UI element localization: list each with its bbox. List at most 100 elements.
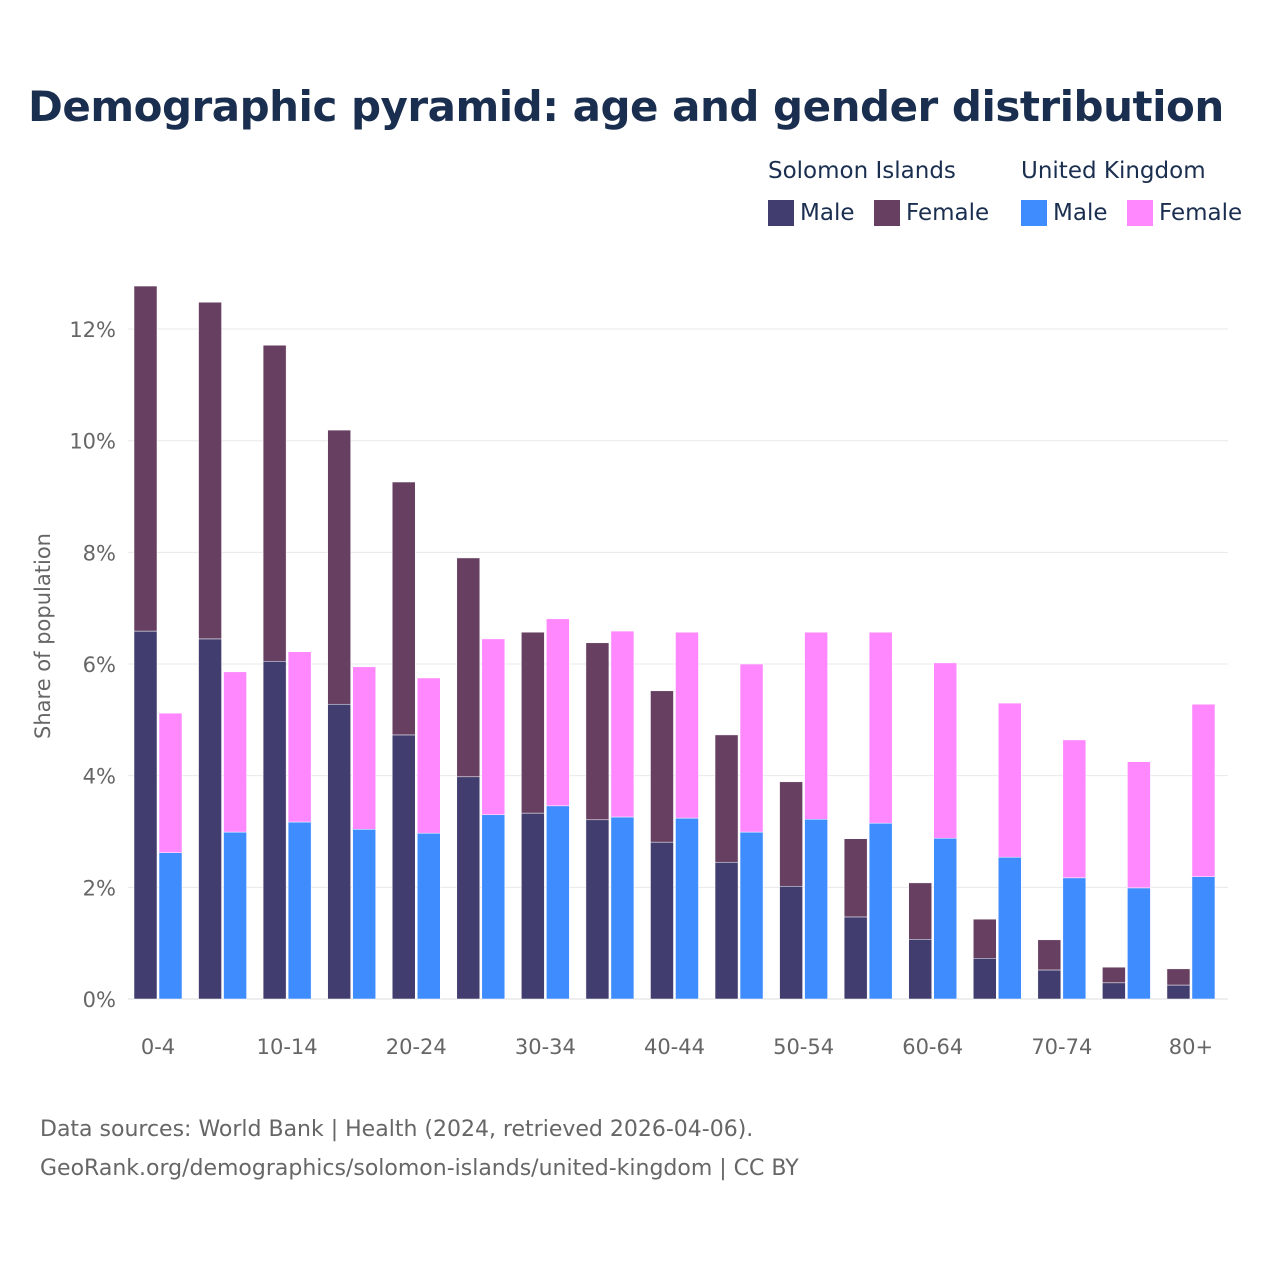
- bar-solomon-islands-female: [327, 429, 351, 705]
- bar-solomon-islands-female: [779, 781, 803, 887]
- y-tick-label: 12%: [69, 318, 116, 342]
- legend-country-solomon: Solomon Islands: [768, 158, 956, 184]
- legend-swatch: [768, 200, 794, 226]
- legend-label: Male: [1053, 200, 1108, 226]
- bar-united-kingdom-male: [868, 822, 893, 1000]
- bar-united-kingdom-male: [998, 856, 1022, 1000]
- bar-solomon-islands-female: [908, 882, 932, 940]
- legend-uk-female: Female: [1127, 200, 1242, 226]
- bar-united-kingdom-female: [739, 663, 764, 833]
- bar-united-kingdom-male: [610, 816, 635, 1000]
- y-tick-label: 10%: [69, 430, 116, 454]
- legend-si-male: Male: [768, 200, 854, 226]
- bar-solomon-islands-male: [521, 812, 545, 1000]
- legend-label: Male: [800, 200, 855, 226]
- bar-solomon-islands-female: [973, 918, 997, 959]
- y-tick-label: 4%: [83, 765, 116, 789]
- bar-solomon-islands-female: [1102, 966, 1126, 984]
- y-tick-label: 8%: [83, 541, 116, 565]
- bar-united-kingdom-male: [546, 805, 570, 1000]
- bar-united-kingdom-female: [610, 630, 635, 818]
- bar-solomon-islands-male: [779, 885, 803, 1000]
- legend-label: Female: [1159, 200, 1243, 226]
- x-tick-label: 10-14: [257, 1035, 318, 1059]
- bar-solomon-islands-female: [133, 285, 158, 632]
- bar-solomon-islands-male: [973, 957, 997, 1000]
- bar-united-kingdom-female: [223, 671, 247, 833]
- legend-swatch: [1021, 200, 1047, 226]
- x-tick-label: 80+: [1169, 1035, 1213, 1059]
- bar-united-kingdom-female: [1127, 761, 1151, 889]
- bar-united-kingdom-male: [481, 814, 506, 1000]
- bar-united-kingdom-male: [1127, 887, 1151, 1000]
- bar-solomon-islands-female: [456, 557, 481, 778]
- bar-united-kingdom-female: [416, 677, 441, 834]
- bar-solomon-islands-male: [327, 703, 351, 1000]
- x-tick-label: 40-44: [644, 1035, 705, 1059]
- bar-united-kingdom-male: [223, 831, 247, 1000]
- bar-solomon-islands-female: [1037, 939, 1062, 971]
- x-tick-label: 0-4: [141, 1035, 175, 1059]
- x-tick-label: 70-74: [1031, 1035, 1092, 1059]
- bar-solomon-islands-female: [521, 631, 545, 814]
- y-axis-label: Share of population: [31, 533, 55, 739]
- legend-si-female: Female: [874, 200, 989, 226]
- bar-solomon-islands-male: [391, 734, 416, 1000]
- bar-united-kingdom-female: [675, 631, 699, 819]
- x-tick-label: 20-24: [386, 1035, 447, 1059]
- bar-solomon-islands-female: [714, 734, 739, 863]
- y-tick-label: 0%: [83, 988, 116, 1012]
- y-tick-label: 2%: [83, 876, 116, 900]
- bar-united-kingdom-male: [804, 818, 828, 1000]
- bar-solomon-islands-male: [1037, 969, 1062, 1000]
- bar-united-kingdom-female: [804, 631, 828, 820]
- bar-united-kingdom-female: [546, 618, 570, 807]
- bar-solomon-islands-male: [262, 660, 287, 1000]
- bar-solomon-islands-male: [1166, 984, 1191, 1000]
- bar-united-kingdom-female: [287, 651, 312, 823]
- bar-solomon-islands-male: [843, 916, 868, 1000]
- bar-united-kingdom-female: [158, 712, 183, 853]
- bar-solomon-islands-female: [391, 481, 416, 736]
- bar-united-kingdom-male: [1062, 877, 1087, 1000]
- x-tick-label: 60-64: [902, 1035, 963, 1059]
- x-tick-label: 50-54: [773, 1035, 834, 1059]
- bar-solomon-islands-male: [650, 841, 674, 1000]
- bar-solomon-islands-male: [585, 819, 610, 1000]
- legend-swatch: [1127, 200, 1153, 226]
- bar-solomon-islands-male: [1102, 982, 1126, 1000]
- source-line-2: GeoRank.org/demographics/solomon-islands…: [40, 1156, 799, 1181]
- bar-solomon-islands-male: [133, 630, 158, 1000]
- bar-united-kingdom-female: [933, 662, 957, 839]
- bar-solomon-islands-male: [714, 861, 739, 1000]
- bar-united-kingdom-female: [868, 631, 893, 824]
- bar-united-kingdom-male: [1191, 876, 1216, 1000]
- bar-solomon-islands-female: [198, 301, 222, 640]
- bar-united-kingdom-male: [675, 817, 699, 1000]
- legend-swatch: [874, 200, 900, 226]
- legend-country-uk: United Kingdom: [1021, 158, 1206, 184]
- bar-united-kingdom-male: [287, 821, 312, 1000]
- bar-solomon-islands-female: [650, 690, 674, 843]
- bar-united-kingdom-female: [481, 638, 506, 816]
- bar-solomon-islands-male: [456, 776, 481, 1000]
- bar-united-kingdom-male: [158, 852, 183, 1000]
- bar-solomon-islands-female: [1166, 968, 1191, 986]
- source-line-1: Data sources: World Bank | Health (2024,…: [40, 1117, 754, 1142]
- bar-solomon-islands-female: [843, 838, 868, 918]
- x-tick-label: 30-34: [515, 1035, 576, 1059]
- bar-united-kingdom-male: [416, 832, 441, 1000]
- bar-united-kingdom-female: [352, 666, 376, 830]
- legend-uk-male: Male: [1021, 200, 1107, 226]
- bar-solomon-islands-female: [585, 642, 610, 821]
- bar-solomon-islands-male: [908, 939, 932, 1000]
- bar-united-kingdom-female: [1191, 703, 1216, 877]
- bar-solomon-islands-female: [262, 344, 287, 662]
- y-tick-label: 6%: [83, 653, 116, 677]
- bar-united-kingdom-female: [998, 702, 1022, 858]
- bar-united-kingdom-male: [739, 831, 764, 1000]
- bar-united-kingdom-male: [933, 837, 957, 1000]
- bar-united-kingdom-male: [352, 829, 376, 1000]
